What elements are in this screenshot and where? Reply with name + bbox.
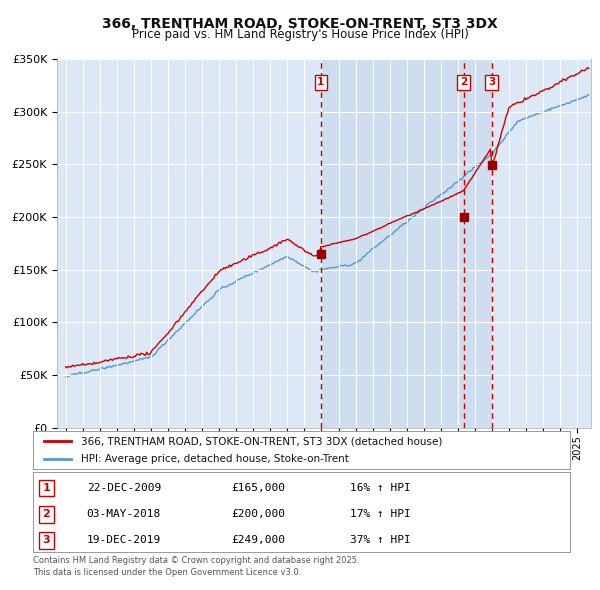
Text: 22-DEC-2009: 22-DEC-2009 [87,483,161,493]
Text: 366, TRENTHAM ROAD, STOKE-ON-TRENT, ST3 3DX: 366, TRENTHAM ROAD, STOKE-ON-TRENT, ST3 … [102,17,498,31]
Text: £165,000: £165,000 [232,483,286,493]
Text: £249,000: £249,000 [232,536,286,546]
Text: 3: 3 [43,536,50,546]
Text: 1: 1 [317,77,325,87]
Text: 03-MAY-2018: 03-MAY-2018 [87,509,161,519]
Text: 1: 1 [43,483,50,493]
Text: 37% ↑ HPI: 37% ↑ HPI [350,536,410,546]
Text: 2: 2 [460,77,467,87]
Text: Contains HM Land Registry data © Crown copyright and database right 2025.
This d: Contains HM Land Registry data © Crown c… [33,556,359,576]
Text: £200,000: £200,000 [232,509,286,519]
Text: 17% ↑ HPI: 17% ↑ HPI [350,509,410,519]
Text: 366, TRENTHAM ROAD, STOKE-ON-TRENT, ST3 3DX (detached house): 366, TRENTHAM ROAD, STOKE-ON-TRENT, ST3 … [82,436,443,446]
Bar [321,59,464,428]
Text: 16% ↑ HPI: 16% ↑ HPI [350,483,410,493]
Text: HPI: Average price, detached house, Stoke-on-Trent: HPI: Average price, detached house, Stok… [82,454,349,464]
Text: 19-DEC-2019: 19-DEC-2019 [87,536,161,546]
Text: Price paid vs. HM Land Registry's House Price Index (HPI): Price paid vs. HM Land Registry's House … [131,28,469,41]
Text: 2: 2 [43,509,50,519]
Text: 3: 3 [488,77,495,87]
Bar [464,59,491,428]
